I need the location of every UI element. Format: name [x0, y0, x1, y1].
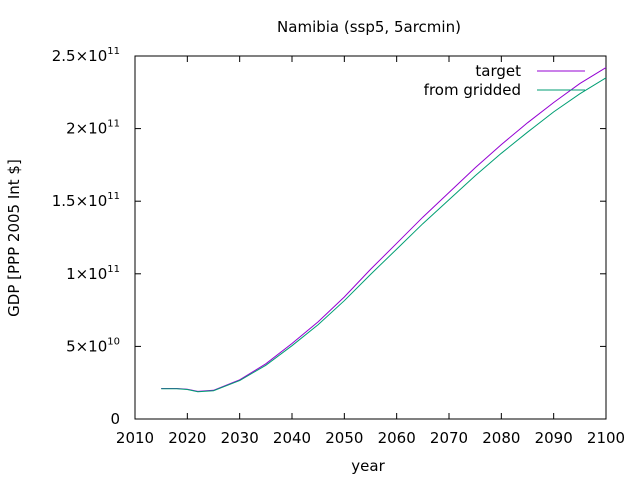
- x-tick-label: 2050: [325, 429, 363, 447]
- series-line-from-gridded: [161, 77, 607, 393]
- y-tick-label: 0: [110, 410, 120, 428]
- y-tick-label: 1×1011: [66, 264, 120, 283]
- x-tick-label: 2040: [273, 429, 311, 447]
- x-tick-label: 2030: [221, 429, 259, 447]
- legend-label: target: [475, 62, 521, 80]
- series-layer: [161, 67, 607, 393]
- y-tick-label: 2.5×1011: [52, 46, 120, 65]
- y-tick-label: 1.5×1011: [52, 191, 120, 210]
- x-tick-label: 2080: [482, 429, 520, 447]
- x-axis-label: year: [351, 457, 385, 475]
- plot-area-frame: [134, 55, 607, 420]
- legend-label: from gridded: [424, 81, 521, 99]
- y-tick-label: 5×1010: [66, 336, 120, 355]
- chart-title: Namibia (ssp5, 5arcmin): [277, 18, 461, 36]
- x-tick-label: 2090: [535, 429, 573, 447]
- x-tick-label: 2100: [587, 429, 625, 447]
- x-tick-label: 2060: [378, 429, 416, 447]
- axis-ticks: 2010 2020 2030 2040 2050 2060 2070 2080 2090 2100…: [52, 46, 625, 447]
- y-axis-label: GDP [PPP 2005 Int $]: [5, 159, 23, 317]
- x-tick-label: 2070: [430, 429, 468, 447]
- series-line-target: [161, 67, 607, 392]
- x-tick-label: 2010: [116, 429, 154, 447]
- x-tick-label: 2020: [168, 429, 206, 447]
- y-tick-label: 2×1011: [66, 119, 120, 138]
